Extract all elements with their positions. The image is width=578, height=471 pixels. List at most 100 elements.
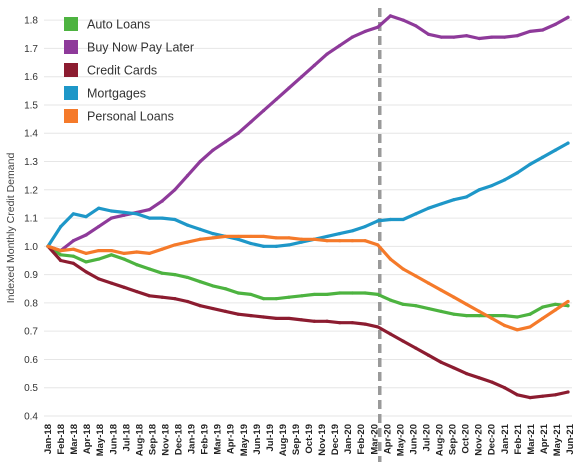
data-point [502, 35, 507, 39]
data-point [84, 251, 88, 256]
data-point [147, 207, 152, 212]
data-point [236, 131, 240, 135]
data-point [274, 236, 278, 240]
y-tick-label: 0.9 [24, 270, 38, 281]
data-point [84, 270, 88, 274]
data-point [173, 188, 177, 192]
x-tick-label: Mar-19 [213, 424, 224, 455]
data-point [464, 195, 469, 199]
data-point [147, 216, 152, 220]
data-point [185, 240, 190, 244]
data-point [97, 224, 101, 229]
y-tick-label: 1.8 [24, 16, 38, 27]
data-point [388, 217, 393, 222]
data-point [376, 325, 380, 329]
data-point [211, 148, 215, 152]
data-point [350, 291, 354, 295]
data-point [566, 141, 570, 145]
data-point [414, 346, 418, 350]
data-point [553, 302, 557, 306]
y-tick-label: 0.7 [24, 327, 38, 338]
legend-label: Buy Now Pay Later [87, 41, 194, 55]
data-point [325, 319, 329, 323]
x-tick-label: Dec-18 [174, 424, 185, 455]
x-tick-label: Nov-19 [317, 424, 328, 456]
x-tick-label: Jan-19 [187, 424, 198, 454]
data-point [122, 257, 126, 261]
data-point [300, 318, 304, 322]
legend-swatch [64, 109, 78, 123]
data-point [300, 75, 304, 79]
data-point [338, 232, 342, 236]
data-point [236, 234, 240, 239]
data-point [541, 316, 545, 321]
data-point [401, 18, 405, 22]
x-tick-label: Jan-20 [343, 424, 354, 454]
data-point [147, 251, 152, 256]
x-tick-label: Feb-19 [200, 424, 211, 455]
data-point [46, 244, 50, 248]
data-point [439, 202, 443, 206]
data-point [464, 302, 469, 306]
data-point [426, 206, 431, 210]
data-point [287, 316, 291, 321]
data-point [515, 171, 519, 175]
data-point [439, 309, 443, 313]
data-point [135, 263, 139, 267]
data-point [185, 299, 190, 304]
data-point [566, 304, 570, 308]
data-point [185, 275, 190, 280]
data-point [211, 236, 215, 240]
data-point [363, 322, 367, 326]
data-point [553, 393, 557, 397]
series-personal-loans [46, 234, 570, 332]
gridlines [44, 19, 572, 417]
data-point [363, 29, 367, 34]
data-point [147, 267, 152, 271]
x-tick-label: Feb-21 [513, 423, 524, 454]
data-point [287, 86, 291, 90]
series-line-credit-cards [46, 244, 570, 400]
data-point [553, 308, 557, 312]
data-point [59, 248, 63, 253]
data-point [350, 229, 354, 233]
x-tick-label: Aug-19 [278, 424, 289, 456]
x-tick-label: Mar-21 [526, 423, 537, 454]
x-tick-label: Mar-20 [369, 424, 380, 455]
x-tick-label: Nov-18 [160, 424, 171, 456]
data-point [211, 284, 215, 288]
data-point [249, 234, 253, 239]
data-point [249, 314, 253, 318]
data-point [236, 237, 240, 241]
x-axis-ticks: Jan-18 Feb-18 Mar-18 Apr-18 May-18 Jun-18 Jul-… [43, 423, 576, 456]
data-point [173, 273, 177, 277]
x-tick-label: Jul-18 [121, 424, 132, 451]
data-point [452, 295, 456, 299]
data-point [566, 15, 570, 19]
data-point [249, 120, 253, 124]
data-point [376, 219, 380, 223]
data-point [160, 295, 164, 299]
data-point [426, 281, 431, 285]
data-point [109, 248, 114, 253]
data-point [490, 380, 494, 384]
data-point [528, 162, 532, 166]
data-point [528, 396, 532, 400]
data-point [464, 314, 469, 318]
data-point [185, 223, 190, 227]
data-point [388, 14, 393, 18]
data-point [528, 29, 532, 34]
data-point [312, 63, 316, 67]
data-point [249, 241, 253, 246]
x-tick-label: Feb-18 [56, 424, 67, 455]
x-tick-label: Apr-19 [226, 424, 237, 454]
data-point [71, 261, 75, 265]
data-point [312, 237, 316, 241]
x-tick-label: Jan-21 [500, 423, 511, 454]
y-tick-label: 1.3 [24, 157, 38, 168]
data-point [198, 159, 202, 164]
data-point [160, 216, 164, 220]
data-point [300, 240, 304, 244]
data-point [223, 234, 228, 239]
y-tick-label: 1.1 [24, 214, 38, 225]
